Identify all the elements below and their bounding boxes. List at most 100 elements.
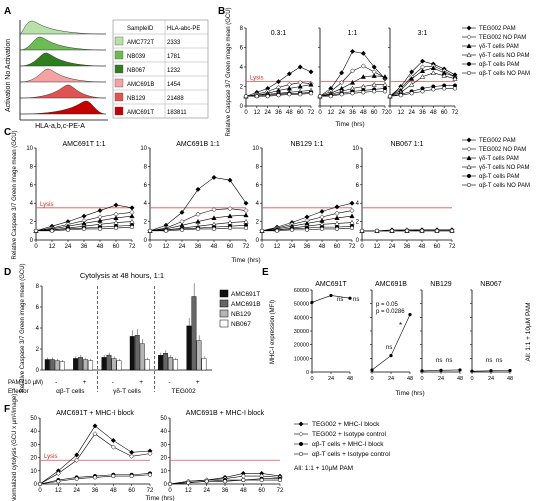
x-tick-label: 72 (382, 110, 389, 116)
pam-sign: - (55, 379, 57, 386)
data-point (195, 211, 201, 217)
data-point (382, 81, 388, 87)
subplot-title: NB129 1:1 (290, 141, 323, 148)
legend-label: NB067 (231, 321, 251, 328)
data-point (434, 228, 440, 233)
x-tick-label: 24 (264, 110, 271, 116)
legend-marker (466, 61, 472, 67)
pam-sign: + (196, 379, 200, 386)
x-tick-label: 72 (129, 244, 136, 250)
data-point (227, 225, 233, 231)
data-point (287, 92, 292, 97)
legend-marker (298, 421, 304, 427)
annotation-ns: ns (436, 358, 442, 364)
pam-sign: + (139, 379, 143, 386)
y-tick-label: 40000 (294, 315, 309, 321)
bar (49, 359, 55, 371)
legend-label: TEG002 PAM (479, 138, 516, 144)
data-point (409, 75, 415, 81)
x-tick-label: 0 (360, 244, 364, 250)
x-tick-label: 48 (419, 244, 426, 250)
data-point (56, 479, 61, 484)
legend-label: γδ-T cells NO PAM (479, 53, 529, 59)
data-point (243, 200, 249, 206)
legend-marker (466, 146, 472, 152)
x-tick-label: 60 (113, 244, 120, 250)
x-tick-label: 72 (243, 244, 250, 250)
data-point (37, 481, 43, 487)
panel-f-ylabel: Normalized cytolysis (GCU x µm²/image) (12, 394, 18, 501)
y-tick-label: 2 (144, 220, 148, 226)
x-tick-label: 72 (308, 110, 315, 116)
data-point (289, 227, 295, 232)
y-tick-label: 0 (240, 104, 244, 110)
data-point (339, 70, 345, 76)
panel-b-xlabel: Time (hrs) (335, 121, 364, 128)
lysis-label: Lysis (44, 454, 57, 460)
bar (83, 359, 89, 371)
data-point (409, 81, 415, 87)
data-point (389, 354, 393, 358)
x-tick-label: 24 (408, 110, 415, 116)
data-point (458, 368, 462, 372)
y-tick-label: 10 (26, 146, 33, 152)
legend-marker (466, 164, 472, 170)
panel-f: F Normalized cytolysis (GCU x µm²/image)… (4, 394, 284, 501)
effector-name: γδ-T cells (113, 388, 141, 395)
data-point (74, 452, 80, 458)
data-point (204, 479, 209, 484)
x-tick-label: 48 (286, 110, 293, 116)
x-tick-label: 60 (227, 244, 234, 250)
table-swatch-NB067 (114, 64, 124, 74)
data-point (129, 213, 135, 219)
data-point (308, 91, 314, 96)
pam-label: PAM (10 µM) (8, 380, 43, 386)
x-tick-label: 48 (319, 244, 326, 250)
data-point (195, 218, 201, 224)
data-point (179, 227, 185, 232)
data-point (420, 369, 424, 373)
data-point (334, 204, 340, 210)
data-point (398, 93, 403, 98)
y-tick-label: 4 (256, 201, 260, 207)
x-tick-label: 12 (374, 244, 381, 250)
panel-e-xlabel: Time (hrs) (395, 390, 424, 397)
panel-d-title: Cytolysis at 48 hours, 1:1 (80, 271, 164, 280)
subplot-title: AMC691B + MHC-I block (186, 410, 265, 417)
data-point (420, 89, 425, 94)
table-header-sample: SampleID (127, 26, 154, 32)
table-swatch-AMC691B (114, 78, 124, 88)
legend-label: TEG002 PAM (479, 26, 516, 32)
lysis-label: Lysis (40, 202, 53, 208)
data-point (374, 228, 380, 233)
data-point (349, 208, 355, 214)
data-point (227, 206, 233, 212)
data-point (286, 71, 292, 77)
panel-c-ylabel: Relative Caspase 3/7 Green image mean (G… (12, 130, 18, 259)
legend-marker (466, 155, 472, 161)
data-point (241, 477, 246, 483)
x-tick-label: 12 (185, 488, 192, 494)
subplot-title: AMC691T (315, 281, 347, 288)
data-point (441, 73, 447, 78)
x-tick-label: 0 (34, 244, 38, 250)
data-point (195, 186, 201, 192)
data-point (276, 93, 281, 98)
bar (158, 355, 164, 371)
data-point (111, 474, 116, 479)
x-tick-label: 0 (168, 488, 172, 494)
pam-sign: - (168, 379, 170, 386)
panel-a-ylabel: Activation No Activation (5, 39, 12, 112)
data-point (74, 457, 80, 463)
legend-label: AMC691T (231, 291, 260, 298)
x-tick-label: 0 (370, 376, 373, 382)
legend-label: TEG002 NO PAM (479, 35, 526, 41)
data-point (489, 369, 493, 373)
data-point (243, 94, 249, 99)
data-point (328, 94, 333, 99)
data-point (431, 87, 436, 92)
y-tick-label: 2 (356, 220, 360, 226)
data-point (349, 200, 355, 206)
data-point (387, 94, 393, 99)
